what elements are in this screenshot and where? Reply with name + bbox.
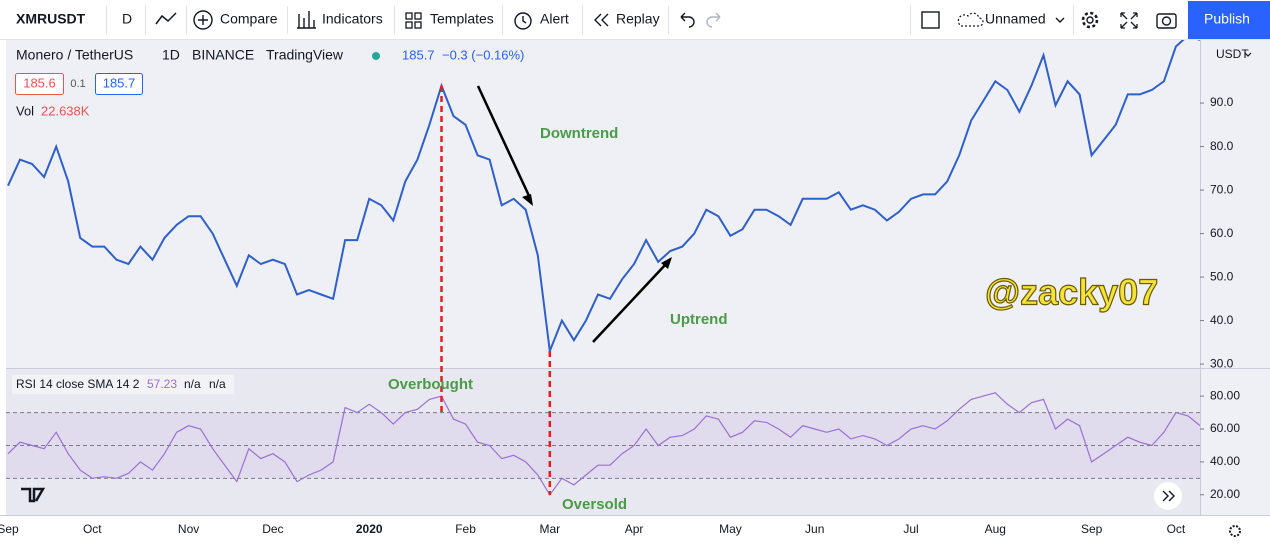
y-tick-label: 60.00 bbox=[1210, 421, 1240, 435]
legend-interval: 1D bbox=[162, 47, 180, 63]
y-tick-label: 60.0 bbox=[1210, 226, 1234, 240]
y-tick-label: 50.0 bbox=[1210, 269, 1234, 283]
x-tick-label: Nov bbox=[178, 522, 199, 536]
layout-button[interactable] bbox=[921, 11, 940, 29]
currency[interactable]: USDT bbox=[1216, 47, 1249, 61]
x-tick-label: Apr bbox=[625, 522, 644, 536]
x-tick-label: 2020 bbox=[356, 522, 383, 536]
legend-last: 185.7 bbox=[402, 47, 435, 62]
chart-type-icon[interactable] bbox=[155, 12, 177, 25]
x-tick-label: Jul bbox=[903, 522, 918, 536]
x-tick-label: Sep bbox=[0, 522, 19, 536]
x-tick-label: May bbox=[719, 522, 742, 536]
currency-menu[interactable] bbox=[1244, 52, 1252, 57]
rsi-value: 57.23 bbox=[147, 377, 177, 391]
y-tick-label: 90.0 bbox=[1210, 95, 1234, 109]
x-tick-label: Feb bbox=[455, 522, 476, 536]
legend-exchange: BINANCE bbox=[192, 47, 254, 63]
volume-label: Vol bbox=[16, 103, 34, 118]
y-tick-label: 20.00 bbox=[1210, 487, 1240, 501]
alert-icon[interactable] bbox=[514, 12, 532, 30]
replay-icon[interactable] bbox=[594, 13, 609, 27]
ask: 185.7 bbox=[103, 75, 136, 90]
rsi-legend-bg bbox=[12, 375, 234, 394]
x-tick-label: Sep bbox=[1081, 522, 1103, 536]
market-status bbox=[372, 52, 380, 60]
x-tick-label: Aug bbox=[985, 522, 1006, 536]
compare-button[interactable]: Compare bbox=[220, 11, 278, 27]
indicators-button[interactable]: Indicators bbox=[322, 11, 383, 27]
downtrend-arrowhead bbox=[522, 194, 533, 206]
indicators-icon[interactable] bbox=[297, 11, 316, 29]
rsi-sma-value: n/a bbox=[209, 377, 226, 391]
y-tick-label: 30.0 bbox=[1210, 356, 1234, 370]
rsi-title: RSI 14 close SMA 14 2 bbox=[16, 377, 140, 391]
legend-title: Monero / TetherUS bbox=[16, 47, 133, 63]
bid: 185.6 bbox=[23, 75, 56, 90]
x-tick-label: Mar bbox=[539, 522, 560, 536]
y-tick-label: 80.0 bbox=[1210, 139, 1234, 153]
rsi-line bbox=[7, 392, 1200, 496]
uptrend-arrow bbox=[592, 263, 667, 343]
interval[interactable]: D bbox=[122, 11, 132, 27]
price-pane bbox=[6, 40, 1200, 368]
alert-button[interactable]: Alert bbox=[540, 11, 569, 27]
bid-box bbox=[15, 73, 64, 95]
legend-source: TradingView bbox=[266, 47, 344, 63]
x-tick-label: Oct bbox=[83, 522, 102, 536]
uptrend-arrowhead bbox=[661, 257, 672, 269]
layout-menu[interactable] bbox=[1055, 17, 1065, 23]
uptrend-label: Uptrend bbox=[670, 311, 728, 328]
watermark: @zacky07 bbox=[985, 272, 1158, 313]
scroll-icon bbox=[1162, 490, 1175, 502]
alert-icon bbox=[522, 16, 527, 24]
settings-button[interactable] bbox=[1081, 11, 1099, 29]
y-tick-label: 80.00 bbox=[1210, 388, 1240, 402]
plot: 30.0 40.0 50.0 60.0 70.0 80.0 90.0 20.00 40.00 60… bbox=[0, 40, 1240, 536]
legend-change: −0.3 (−0.16%) bbox=[442, 47, 524, 62]
x-tick-label: Jun bbox=[805, 522, 824, 536]
settings-icon bbox=[1086, 16, 1094, 24]
axis-settings[interactable] bbox=[1229, 525, 1241, 537]
y-tick-label: 70.0 bbox=[1210, 182, 1234, 196]
x-tick-label: Dec bbox=[262, 522, 283, 536]
templates-icon[interactable] bbox=[405, 12, 422, 29]
downtrend-label: Downtrend bbox=[540, 125, 618, 142]
overbought-label: Overbought bbox=[388, 376, 473, 393]
y-tick-label: 40.00 bbox=[1210, 454, 1240, 468]
redo-button[interactable] bbox=[706, 12, 721, 28]
spread: 0.1 bbox=[70, 78, 85, 90]
symbol[interactable]: XMRUSDT bbox=[16, 11, 86, 27]
price-line bbox=[7, 40, 1200, 352]
templates-button[interactable]: Templates bbox=[430, 11, 494, 27]
replay-button[interactable]: Replay bbox=[616, 11, 660, 27]
snapshot-icon bbox=[1161, 16, 1172, 26]
oversold-label: Oversold bbox=[562, 496, 627, 513]
logo bbox=[21, 487, 46, 503]
ask-box bbox=[95, 73, 143, 95]
fullscreen-button[interactable] bbox=[1120, 12, 1138, 29]
price-axis bbox=[1200, 40, 1270, 515]
volume-value: 22.638K bbox=[41, 103, 90, 118]
y-tick-label: 40.0 bbox=[1210, 313, 1234, 327]
rsi-sma-value: n/a bbox=[184, 377, 201, 391]
undo-button[interactable] bbox=[680, 12, 695, 28]
snapshot-button[interactable] bbox=[1156, 13, 1177, 29]
publish-button[interactable] bbox=[1188, 1, 1270, 39]
compare-icon bbox=[198, 15, 208, 25]
downtrend-arrow bbox=[476, 85, 532, 199]
layout-name[interactable]: Unnamed bbox=[985, 11, 1046, 27]
publish-label[interactable]: Publish bbox=[1204, 11, 1250, 27]
x-tick-label: Oct bbox=[1167, 522, 1186, 536]
compare-icon[interactable] bbox=[193, 10, 213, 30]
